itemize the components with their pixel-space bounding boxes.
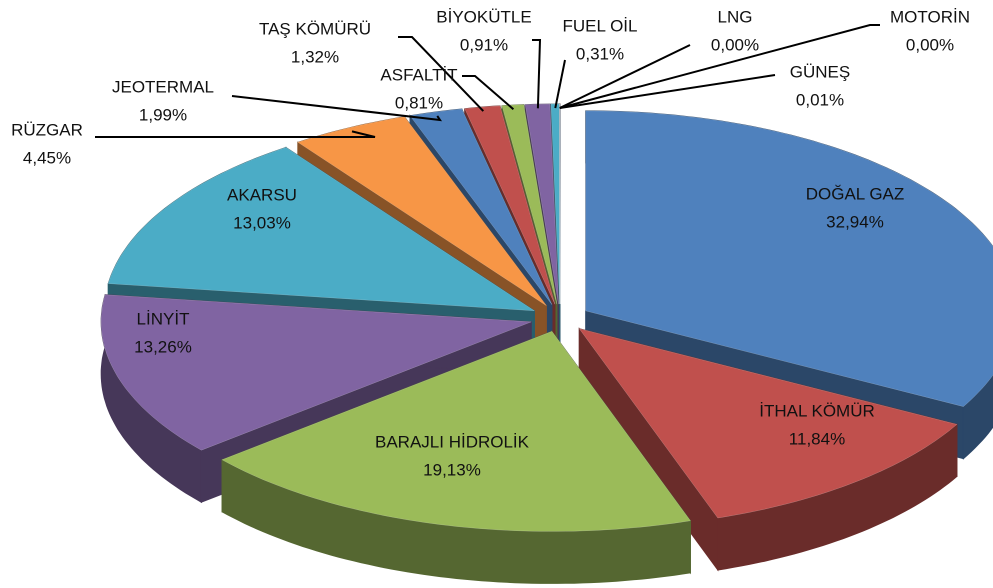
slice-label: TAŞ KÖMÜRÜ (259, 19, 371, 38)
leader-line (559, 44, 691, 109)
slice-label: BARAJLI HİDROLİK (375, 432, 530, 451)
slice-value-label: 0,01% (796, 90, 844, 109)
slice-value-label: 0,31% (576, 44, 624, 63)
slice (409, 108, 553, 305)
slice-value-label: 19,13% (423, 460, 481, 479)
slice-label: RÜZGAR (11, 120, 83, 139)
leader-line (532, 39, 542, 109)
slice-tops (100, 103, 993, 532)
slice-label: BİYOKÜTLE (436, 7, 531, 26)
leader-line (231, 95, 443, 122)
slice-value-label: 11,84% (789, 429, 845, 448)
leader-line (554, 59, 566, 109)
leader-line (95, 130, 376, 138)
slice (578, 328, 958, 519)
slice-label: MOTORİN (890, 7, 970, 26)
slice-value-label: 32,94% (826, 212, 884, 231)
slice (100, 294, 532, 451)
slice (297, 116, 547, 306)
leader-line (462, 75, 515, 110)
slice-label: İTHAL KÖMÜR (759, 401, 875, 420)
slice-label: JEOTERMAL (112, 77, 214, 96)
slice-label: AKARSU (227, 185, 297, 204)
slice-label: ASFALTİT (380, 65, 457, 84)
slice (585, 110, 993, 407)
slice-value-label: 0,00% (906, 35, 954, 54)
slice-value-label: 1,32% (291, 47, 339, 66)
slice (221, 331, 691, 532)
slice-label: FUEL OİL (563, 16, 638, 35)
slice-value-label: 13,26% (134, 337, 192, 356)
slice-label: LNG (718, 7, 753, 26)
slice (107, 147, 536, 312)
slice (464, 105, 556, 305)
slice-label: LİNYİT (137, 309, 190, 328)
leader-line (398, 36, 485, 112)
leader-line (559, 24, 880, 109)
slice-value-label: 0,81% (395, 93, 443, 112)
slice-value-label: 0,00% (711, 35, 759, 54)
slice-value-label: 4,45% (23, 148, 71, 167)
slice-label: GÜNEŞ (790, 62, 850, 81)
leader-line (559, 74, 776, 109)
slice-label: DOĞAL GAZ (806, 184, 905, 203)
slice-value-label: 1,99% (139, 105, 187, 124)
slice-value-label: 13,03% (233, 213, 291, 232)
slice-value-label: 0,91% (460, 35, 508, 54)
slice (501, 104, 558, 305)
